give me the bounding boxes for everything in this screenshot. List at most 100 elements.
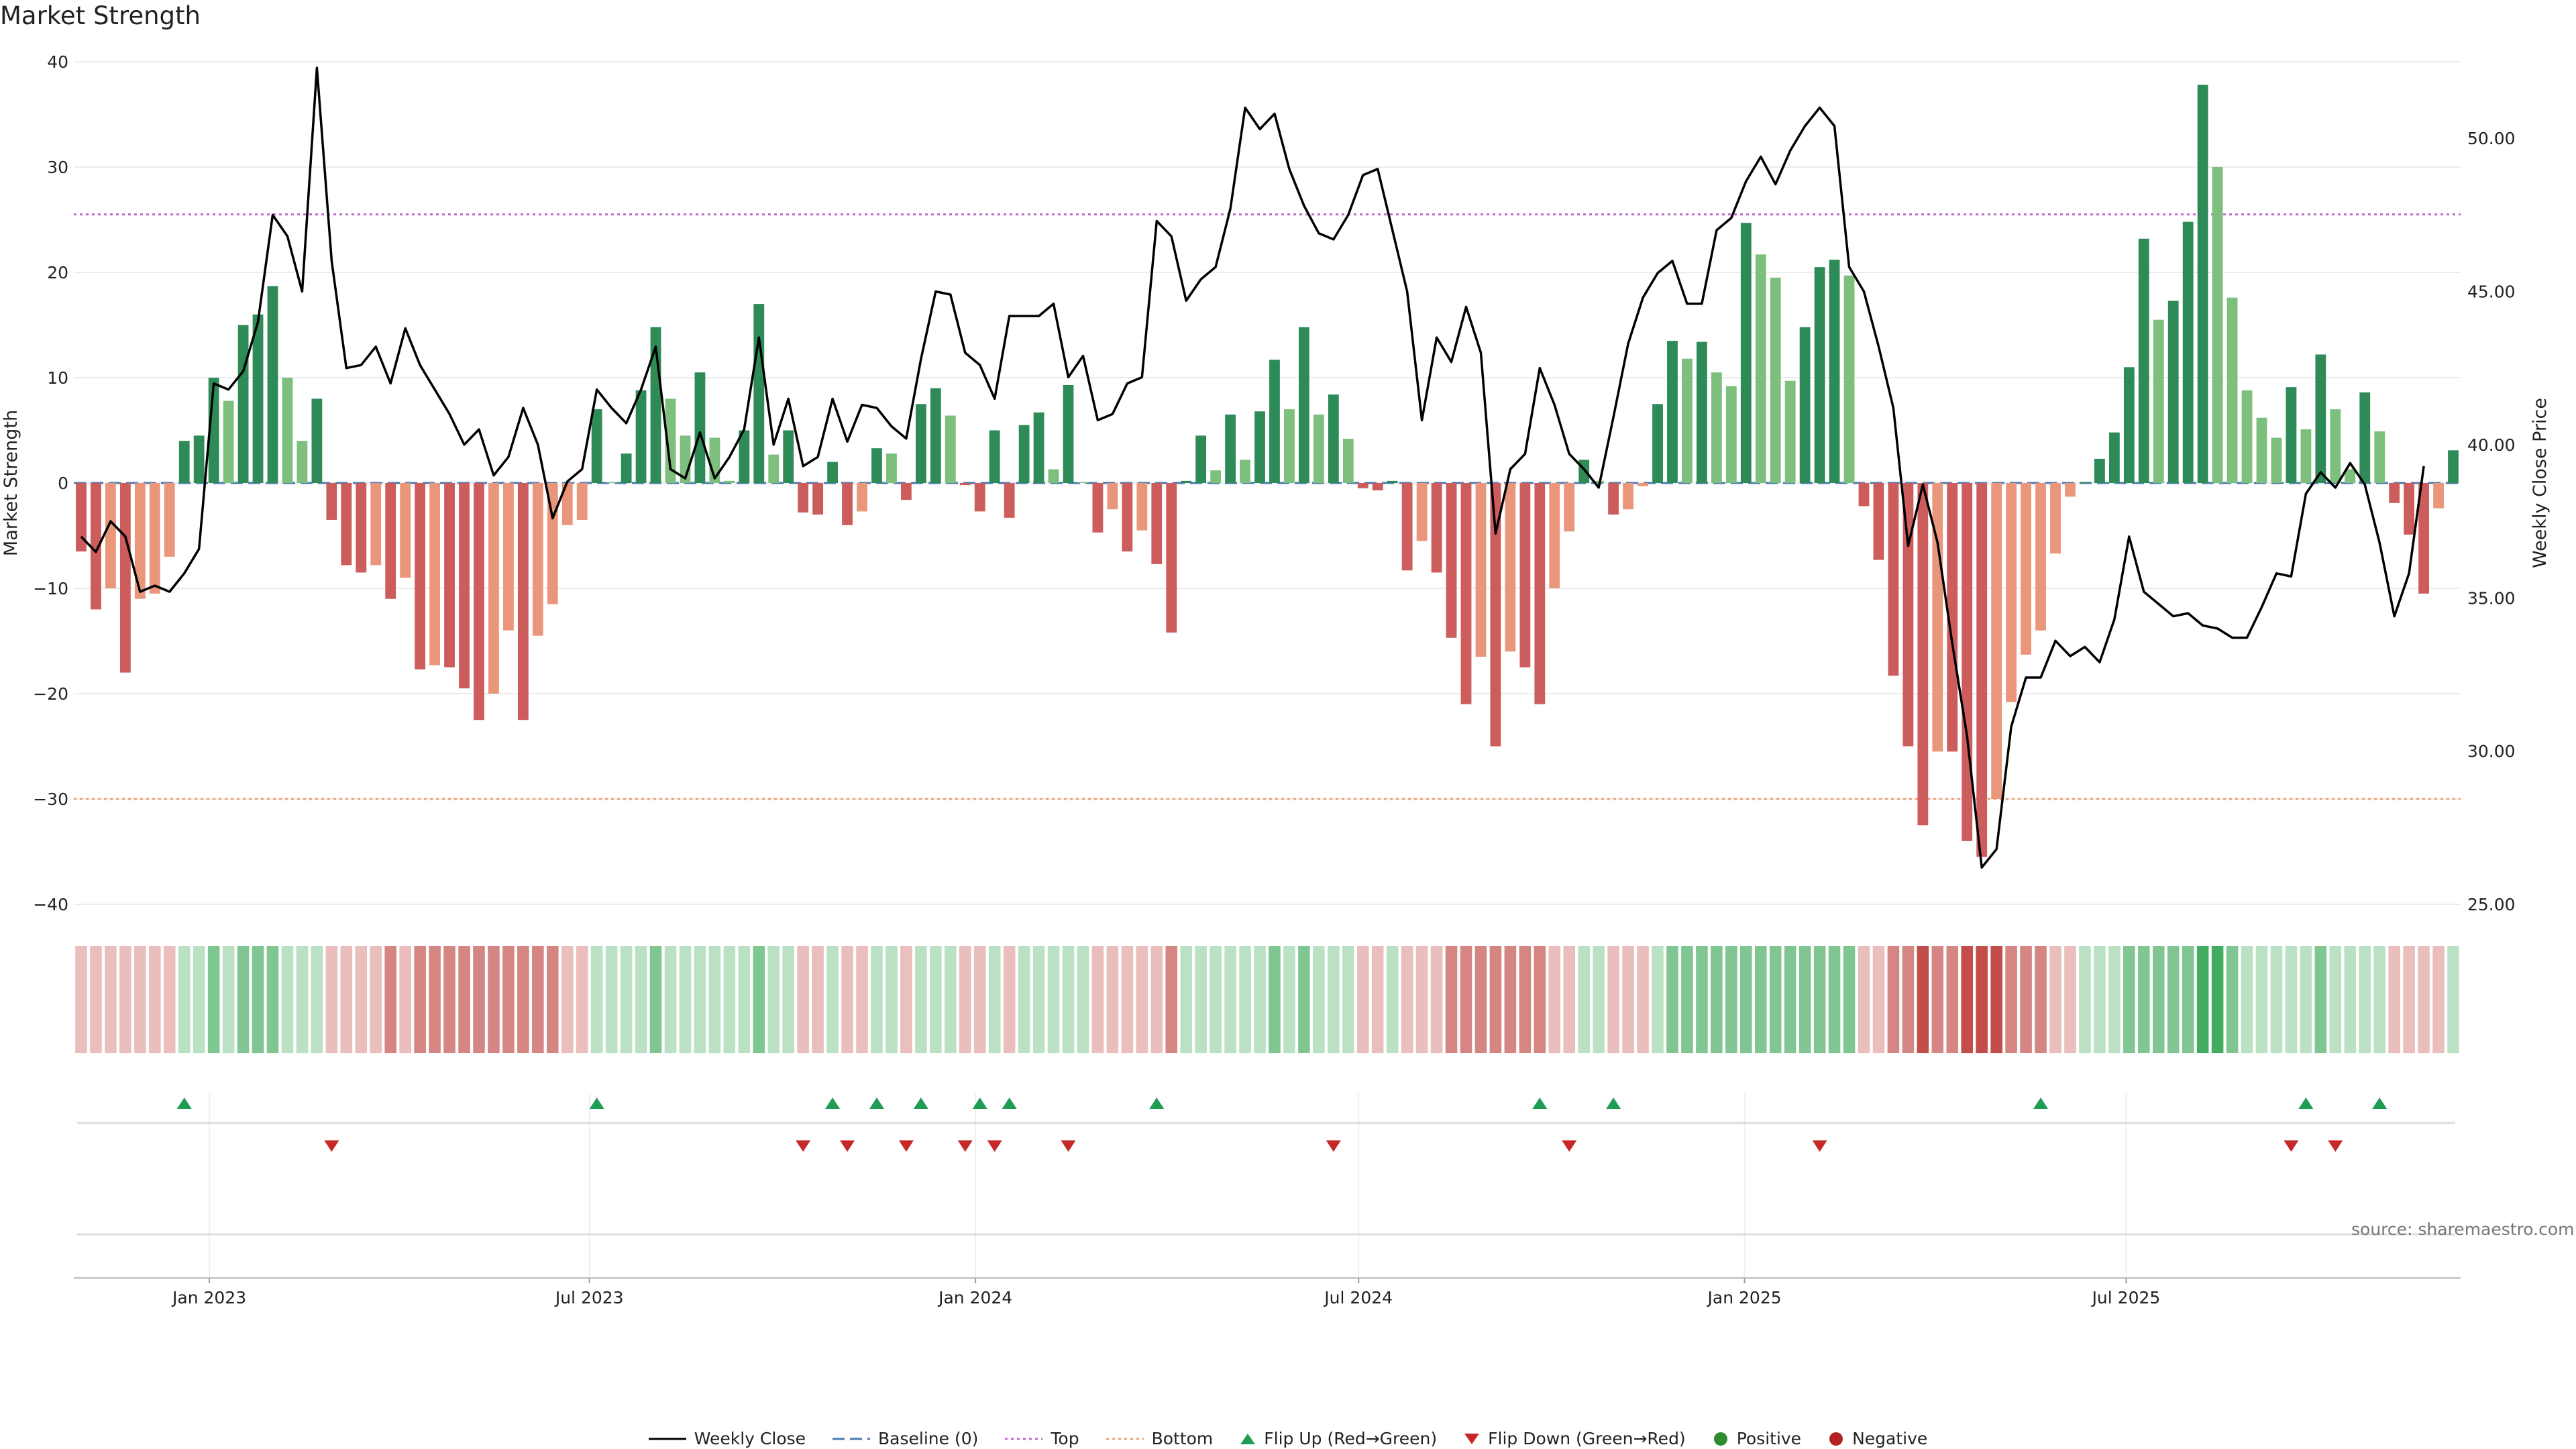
- strength-bar: [1682, 358, 1693, 483]
- legend-label: Flip Down (Green→Red): [1488, 1429, 1686, 1448]
- strength-bar: [945, 415, 956, 483]
- heat-cell: [1415, 946, 1428, 1053]
- strength-bar: [1048, 469, 1059, 483]
- heat-cell: [1666, 946, 1678, 1053]
- right-tick-label: 40.00: [2467, 435, 2516, 455]
- strength-bar: [1225, 414, 1236, 483]
- strength-bar: [1784, 380, 1796, 483]
- heat-cell: [2196, 946, 2209, 1053]
- strength-bar: [606, 482, 617, 483]
- strength-heat-strip: [75, 946, 2459, 1053]
- strength-bar: [2035, 483, 2046, 631]
- heat-cell: [266, 946, 279, 1053]
- heat-cell: [1578, 946, 1590, 1053]
- heat-cell: [2182, 946, 2194, 1053]
- strength-bar: [857, 483, 867, 512]
- heat-cell: [1607, 946, 1619, 1053]
- heat-cell: [753, 946, 765, 1053]
- heat-cell: [1784, 946, 1796, 1053]
- legend-label: Baseline (0): [878, 1429, 979, 1448]
- heat-cell: [2108, 946, 2121, 1053]
- flip-up-marker: [1002, 1097, 1017, 1109]
- strength-bar: [591, 409, 602, 483]
- heat-cell: [708, 946, 721, 1053]
- right-tick-label: 45.00: [2467, 282, 2516, 302]
- strength-bar: [1181, 480, 1192, 483]
- heat-cell: [1931, 946, 1944, 1053]
- legend-item-flip-down: Flip Down (Green→Red): [1464, 1429, 1686, 1448]
- x-tick-label: Jul 2023: [554, 1288, 624, 1307]
- heat-cell: [1990, 946, 2002, 1053]
- heat-cell: [1696, 946, 1708, 1053]
- heat-cell: [1018, 946, 1030, 1053]
- grid: [74, 61, 2461, 1278]
- strength-bar: [2006, 483, 2017, 702]
- strength-bar: [415, 483, 426, 669]
- x-tick-label: Jul 2024: [1323, 1288, 1393, 1307]
- heat-cell: [75, 946, 87, 1053]
- heat-cell: [105, 946, 117, 1053]
- strength-bar: [812, 483, 824, 515]
- heat-cell: [163, 946, 176, 1053]
- heat-cell: [1032, 946, 1045, 1053]
- legend-item-positive: Positive: [1713, 1429, 1801, 1448]
- heat-cell: [1136, 946, 1148, 1053]
- heat-cell: [885, 946, 898, 1053]
- heat-cell: [1430, 946, 1443, 1053]
- strength-bar: [1210, 470, 1222, 483]
- heat-cell: [2418, 946, 2430, 1053]
- strength-bar: [1254, 411, 1265, 483]
- heat-cell: [871, 946, 883, 1053]
- strength-bar: [1976, 483, 1988, 857]
- strength-bar: [2094, 458, 2105, 483]
- strength-bar: [1342, 439, 1354, 483]
- left-tick-label: 30: [47, 158, 68, 177]
- strength-bar: [2153, 319, 2164, 483]
- heat-cell: [2255, 946, 2268, 1053]
- strength-bar: [621, 453, 632, 483]
- strength-bar: [915, 404, 926, 483]
- heat-cell: [605, 946, 618, 1053]
- heat-cell: [1754, 946, 1767, 1053]
- heat-cell: [988, 946, 1001, 1053]
- heat-cell: [664, 946, 677, 1053]
- strength-bar: [974, 483, 985, 512]
- strength-bar: [724, 480, 735, 483]
- strength-bar: [459, 483, 470, 689]
- strength-bar: [2241, 390, 2253, 483]
- heat-cell: [679, 946, 692, 1053]
- strength-bar: [356, 483, 367, 573]
- right-axis-title: Weekly Close Price: [2530, 398, 2551, 568]
- strength-bar: [267, 286, 278, 483]
- heat-cell: [812, 946, 824, 1053]
- strength-bar: [385, 483, 396, 599]
- heat-cell: [1195, 946, 1207, 1053]
- strength-bar: [1991, 483, 2002, 799]
- strength-bar: [1387, 480, 1398, 483]
- legend: Weekly Close Baseline (0) Top Bottom Flip Up…: [0, 1429, 2576, 1448]
- flip-up-marker: [2298, 1097, 2314, 1109]
- heat-cell: [1593, 946, 1605, 1053]
- strength-bar: [1269, 360, 1280, 483]
- x-tick-label: Jan 2024: [937, 1288, 1012, 1307]
- strength-bar: [1519, 483, 1531, 667]
- heat-cell: [1872, 946, 1885, 1053]
- strength-bar: [2021, 483, 2031, 655]
- heat-cell: [561, 946, 574, 1053]
- strength-bar: [842, 483, 853, 525]
- strength-bar: [665, 398, 676, 483]
- left-tick-label: −30: [33, 790, 68, 809]
- strength-bar: [1357, 483, 1368, 488]
- heat-cell: [2064, 946, 2076, 1053]
- strength-bar: [1475, 483, 1487, 657]
- strength-bar: [282, 378, 293, 483]
- strength-bar: [429, 483, 440, 665]
- heat-cell: [2138, 946, 2150, 1053]
- heat-cell: [488, 946, 500, 1053]
- strength-bar: [2108, 432, 2120, 483]
- weekly-close-series: [80, 66, 2425, 869]
- strength-bar: [2065, 483, 2076, 497]
- strength-bar: [1725, 386, 1737, 483]
- left-tick-label: 40: [47, 52, 68, 72]
- strength-bar: [2315, 354, 2326, 483]
